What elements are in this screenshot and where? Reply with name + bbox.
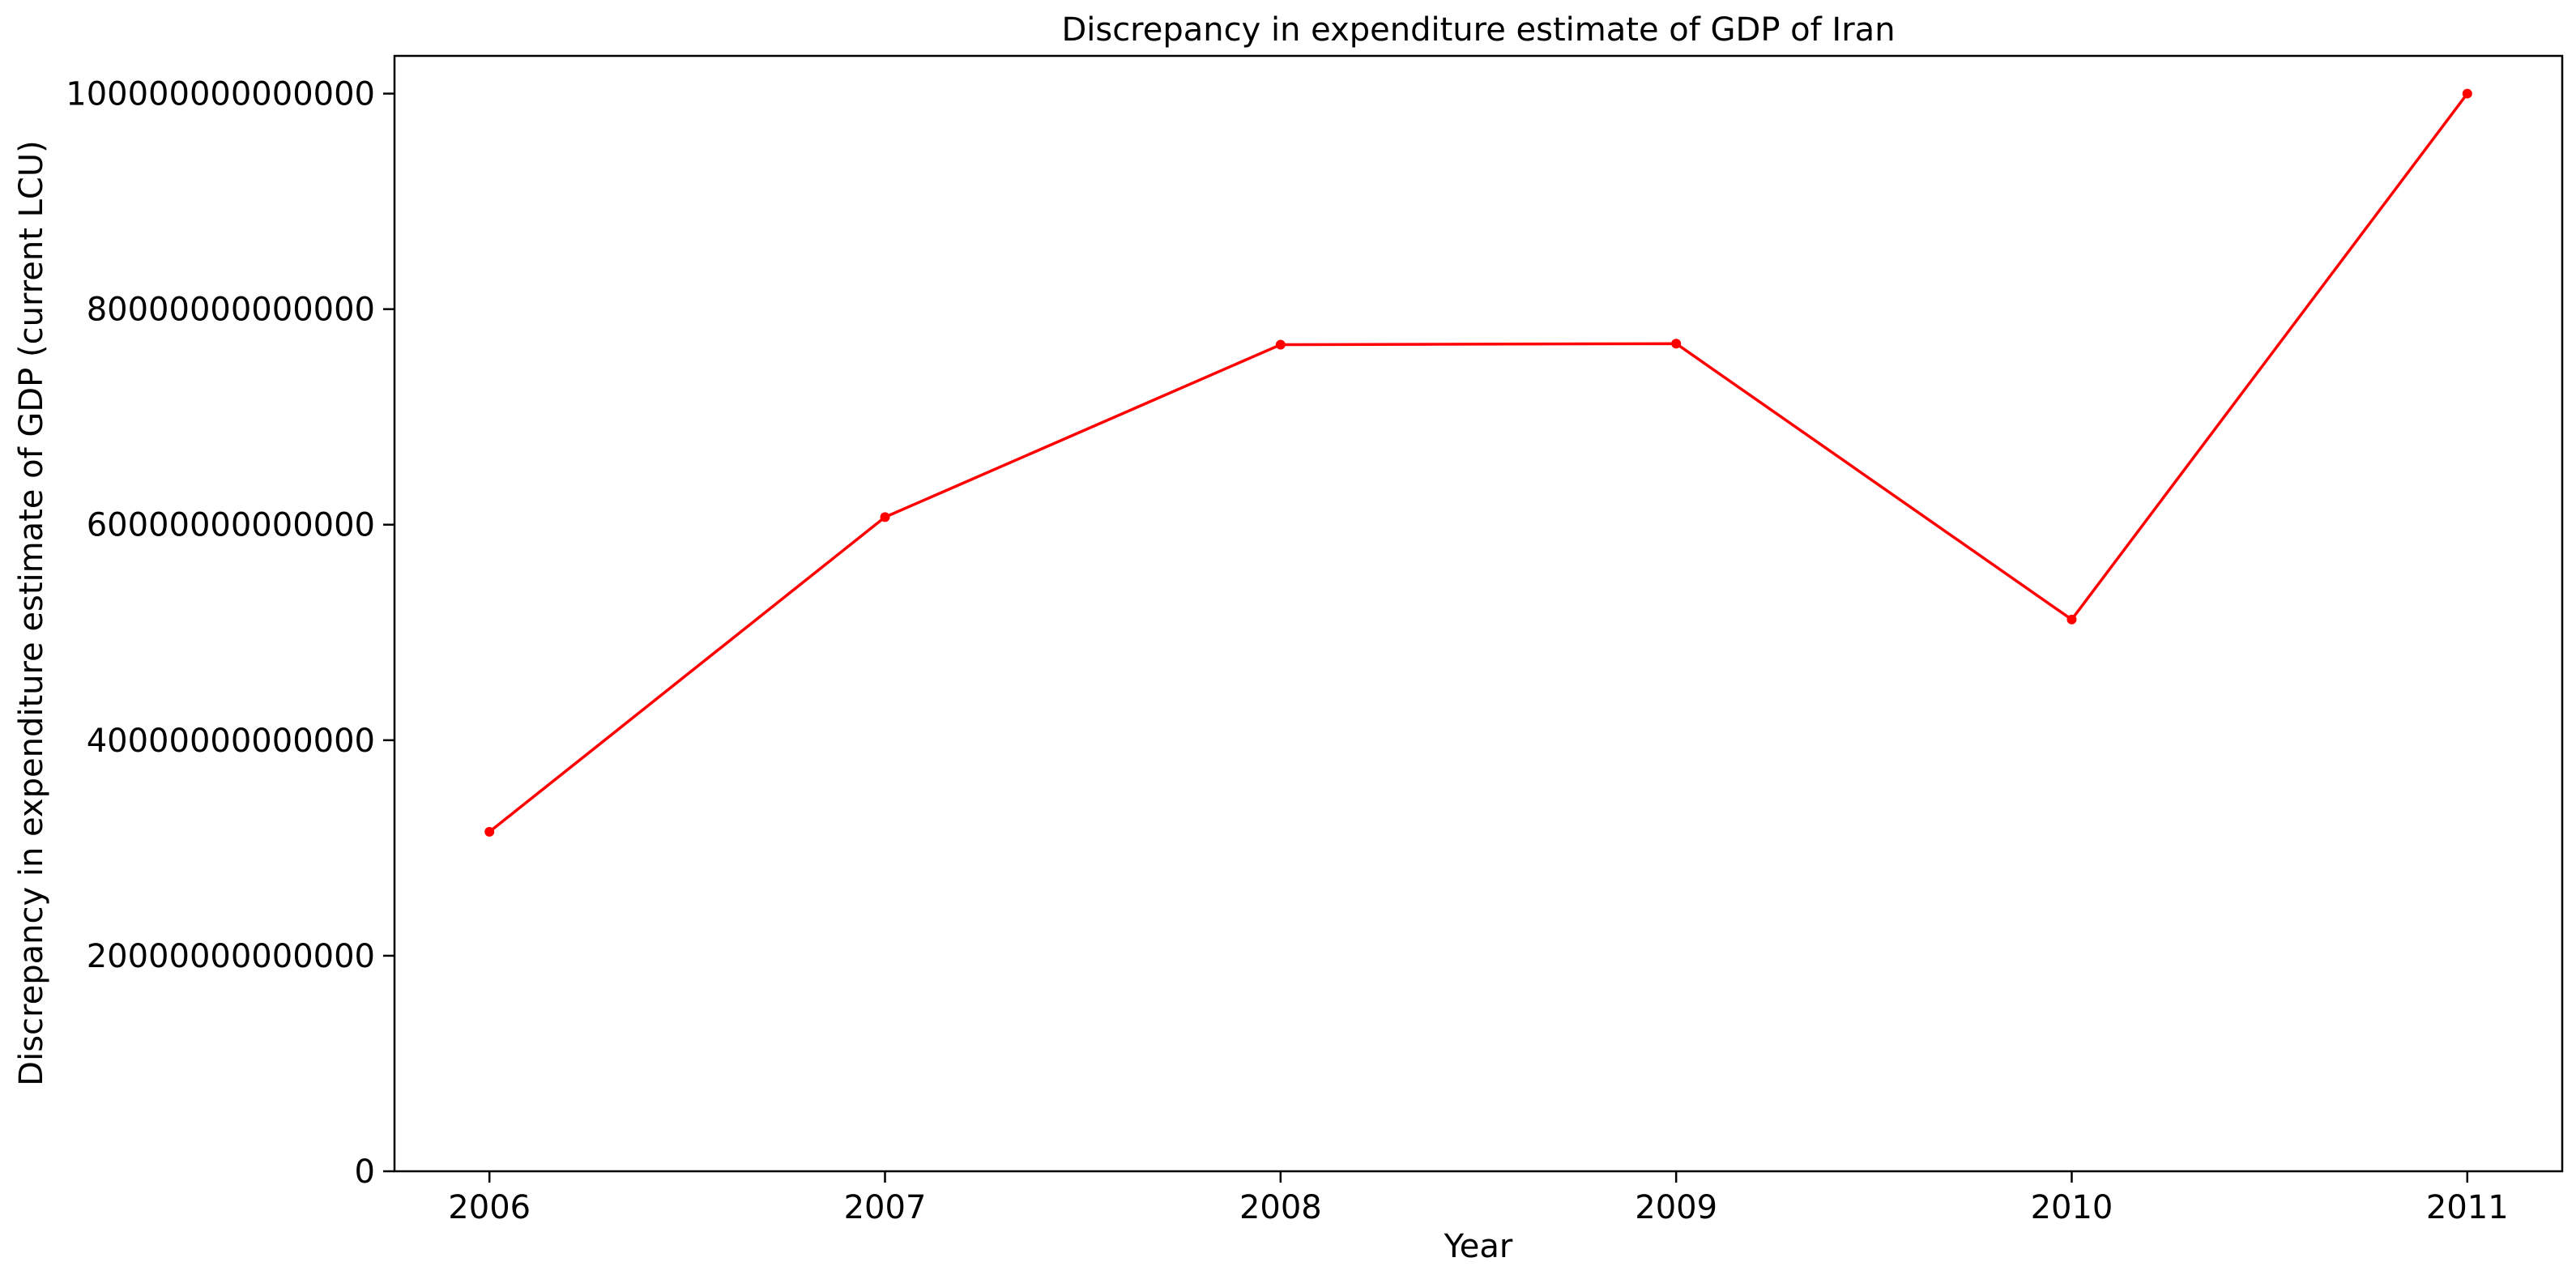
x-tick-label: 2010 xyxy=(2031,1189,2113,1226)
y-tick-label: 60000000000000 xyxy=(87,507,375,544)
y-tick-label: 40000000000000 xyxy=(87,723,375,760)
data-point xyxy=(2066,614,2077,625)
y-tick-label: 100000000000000 xyxy=(66,76,375,113)
plot-frame xyxy=(393,54,2564,1173)
y-tick-label: 80000000000000 xyxy=(87,292,375,329)
x-axis-ticks: 2006 2007 2008 2009 2010 2011 xyxy=(448,1171,2509,1226)
data-point xyxy=(2462,88,2472,99)
data-point xyxy=(880,512,890,522)
x-axis-label: Year xyxy=(1444,1228,1513,1265)
data-point xyxy=(1671,339,1682,349)
x-tick-label: 2011 xyxy=(2426,1189,2509,1226)
y-tick-label: 0 xyxy=(355,1153,375,1191)
chart-title: Discrepancy in expenditure estimate of G… xyxy=(1061,11,1895,49)
x-tick-label: 2008 xyxy=(1239,1189,1322,1226)
data-point xyxy=(1275,339,1286,350)
x-tick-label: 2006 xyxy=(448,1189,531,1226)
y-tick-label: 20000000000000 xyxy=(87,938,375,975)
y-axis-label: Discrepancy in expenditure estimate of G… xyxy=(13,140,50,1085)
x-tick-label: 2009 xyxy=(1635,1189,1717,1226)
series-line xyxy=(488,92,2469,833)
data-point xyxy=(484,826,495,837)
x-tick-label: 2007 xyxy=(844,1189,927,1226)
y-axis-ticks: 0 20000000000000 40000000000000 60000000000… xyxy=(66,76,395,1191)
plot-series xyxy=(484,88,2472,837)
